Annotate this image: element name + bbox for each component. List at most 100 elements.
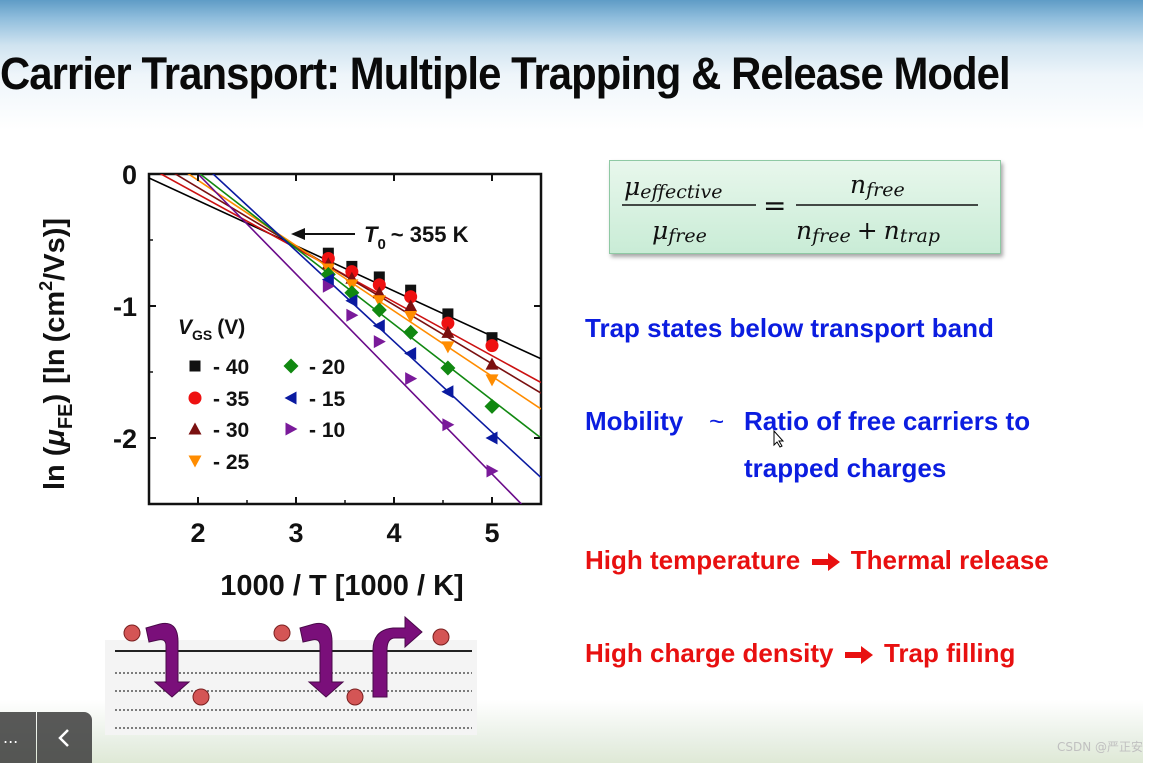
legend-marker-series-7: [285, 422, 298, 436]
slide-title: Carrier Transport: Multiple Trapping & R…: [0, 48, 1011, 99]
data-point-series-5: [484, 398, 500, 414]
chevron-left-icon: [58, 729, 69, 747]
t0-arrow-head: [291, 228, 305, 240]
y-axis-label: ln(μFE)[ln(cm2/Vs)]: [36, 218, 77, 490]
data-point-series-3: [485, 357, 499, 370]
data-point-series-6: [441, 385, 454, 399]
fit-line-series-7: [197, 174, 522, 504]
legend-label: - 15: [309, 388, 346, 411]
legend-title: VGS (V): [178, 316, 245, 343]
fit-line-series-5: [198, 174, 541, 439]
bullet-mobility-ratio: Ratio of free carriers to: [744, 406, 1031, 436]
data-point-series-2: [404, 290, 418, 304]
data-point-series-4: [372, 295, 386, 308]
legend-marker-series-1: [189, 360, 201, 372]
bullet-mobility-label: Mobility: [585, 406, 684, 436]
mobility-chart: 2 3 4 5 0 -1 -2 VGS (V) - 40 - 35 - 30 - 25 - 20 - 15…: [36, 160, 543, 602]
trapping-arrow-icon: [145, 622, 191, 698]
x-tick-label: 5: [484, 518, 499, 548]
data-point-series-6: [404, 347, 417, 361]
legend-label: - 35: [213, 388, 250, 411]
legend-marker-series-3: [188, 422, 202, 435]
data-point-series-2: [372, 278, 386, 292]
previous-slide-button[interactable]: [37, 712, 92, 763]
tilde-symbol: ~: [709, 406, 725, 436]
data-point-series-2: [345, 265, 359, 279]
fit-line-series-1: [149, 177, 541, 360]
release-arrow-icon: [372, 615, 423, 698]
x-tick-label: 4: [386, 518, 401, 548]
x-axis-label: 1000 / T [1000 / K]: [220, 570, 463, 602]
data-point-series-1: [486, 332, 498, 344]
legend-label: - 30: [213, 419, 249, 442]
bullet-trap-states: Trap states below transport band: [585, 313, 994, 343]
legend-label: - 25: [213, 451, 250, 474]
slide: Carrier Transport: Multiple Trapping & R…: [0, 0, 1143, 763]
data-point-series-1: [373, 271, 385, 283]
data-point-series-3: [441, 325, 455, 338]
data-point-series-7: [373, 335, 386, 349]
data-point-series-1: [442, 308, 454, 320]
svg-text:nfree: nfree: [850, 170, 905, 201]
legend-marker-series-5: [283, 358, 299, 374]
legend-label: - 10: [309, 419, 345, 442]
svg-text:μfree: μfree: [652, 216, 707, 247]
equation-box: μeffective μfree = nfree nfree + ntrap: [609, 160, 1001, 254]
carrier-particle: [273, 624, 291, 642]
carrier-particle: [346, 688, 364, 706]
thermal-release-text: Thermal release: [850, 545, 1049, 575]
data-point-series-3: [404, 299, 418, 312]
carrier-particle: [432, 628, 450, 646]
data-point-series-2: [485, 339, 499, 353]
y-tick-label: 0: [122, 160, 137, 190]
more-menu-button[interactable]: ...: [0, 712, 36, 763]
y-tick-label: -1: [113, 292, 137, 322]
svg-text:=: =: [763, 189, 786, 222]
y-tick-label: -2: [113, 424, 137, 454]
data-point-series-1: [405, 284, 417, 296]
data-point-series-5: [440, 360, 456, 376]
data-point-series-4: [441, 341, 455, 354]
more-menu-label: ...: [3, 728, 19, 747]
window-edge: [1143, 0, 1171, 763]
data-point-series-6: [372, 319, 385, 333]
data-point-series-4: [485, 374, 499, 387]
x-tick-label: 2: [190, 518, 205, 548]
legend-marker-series-4: [188, 455, 202, 468]
legend-label: - 20: [309, 356, 345, 379]
t0-annotation: T0 ~ 355 K: [364, 222, 469, 253]
legend-label: - 40: [213, 356, 249, 379]
mouse-cursor-icon: [773, 430, 785, 448]
data-point-series-5: [403, 324, 419, 340]
bullet-high-charge-density: High charge density Trap filling: [585, 638, 1015, 669]
watermark: CSDN @严正安: [1057, 740, 1144, 754]
data-point-series-4: [404, 311, 418, 324]
trap-filling-text: Trap filling: [883, 638, 1016, 668]
fit-line-series-3: [173, 174, 541, 394]
legend-marker-series-2: [188, 391, 202, 405]
legend-marker-series-6: [284, 391, 297, 405]
right-arrow-icon: [844, 646, 873, 665]
right-arrow-icon: [811, 553, 840, 572]
data-point-series-7: [346, 308, 359, 322]
mobility-equation: μeffective μfree = nfree nfree + ntrap: [622, 170, 978, 247]
data-point-series-7: [322, 279, 335, 293]
data-point-series-6: [345, 294, 358, 308]
svg-text:nfree+ntrap: nfree + ntrap: [796, 216, 940, 247]
trapping-diagram: [105, 615, 477, 735]
carrier-particle: [123, 624, 141, 642]
fit-line-series-6: [211, 174, 541, 479]
data-point-series-6: [485, 431, 498, 445]
data-point-series-5: [371, 302, 387, 318]
svg-text:μeffective: μeffective: [624, 172, 723, 203]
data-point-series-6: [321, 273, 334, 287]
bullet-high-temperature: High temperature Thermal release: [585, 545, 1049, 576]
high-temperature-text: High temperature: [585, 545, 801, 575]
carrier-particle: [192, 688, 210, 706]
high-charge-density-text: High charge density: [585, 638, 834, 668]
bullet-mobility-ratio-cont: trapped charges: [744, 453, 947, 483]
data-point-series-7: [442, 418, 455, 432]
trapping-arrow-icon: [299, 622, 345, 698]
data-point-series-2: [441, 316, 455, 330]
data-point-series-7: [486, 464, 499, 478]
